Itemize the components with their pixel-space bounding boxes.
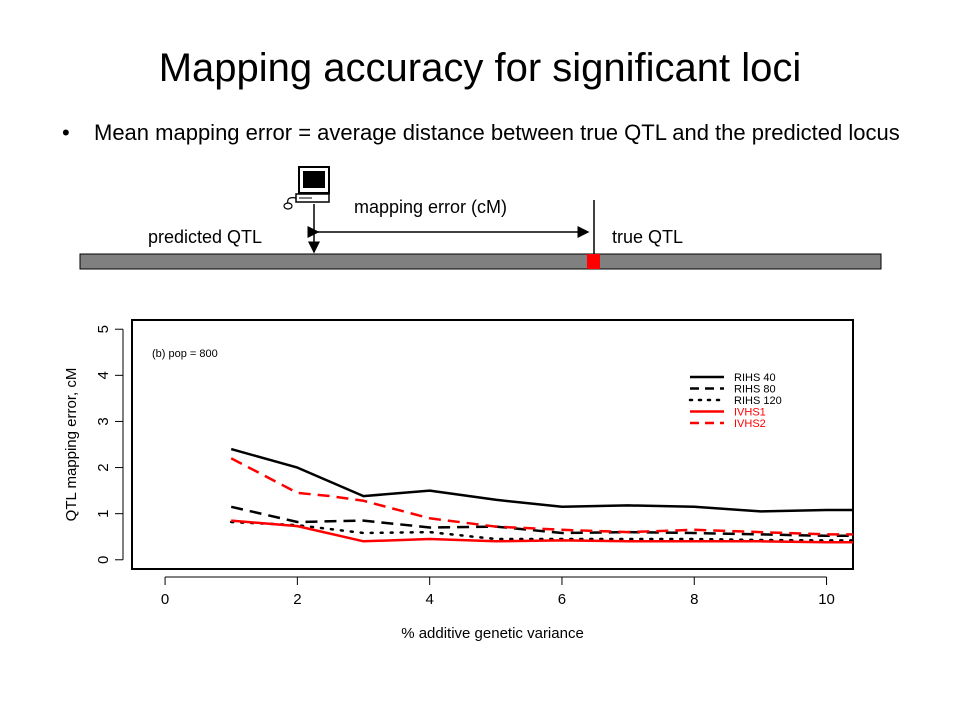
x-tick-label: 0 bbox=[161, 591, 169, 608]
plot-frame bbox=[131, 319, 854, 570]
bullet-marker: • bbox=[62, 120, 70, 145]
series-line-ivhs2 bbox=[230, 457, 853, 536]
legend-label: RIHS 40 bbox=[734, 372, 776, 384]
series-line-rihs-120 bbox=[229, 520, 855, 542]
x-tick-label: 4 bbox=[425, 591, 433, 608]
legend-label: RIHS 120 bbox=[734, 395, 782, 407]
y-tick-label: 0 bbox=[95, 556, 112, 564]
predicted-qtl-label: predicted QTL bbox=[148, 227, 263, 247]
slide-title: Mapping accuracy for significant loci bbox=[158, 46, 802, 90]
true-qtl-label: true QTL bbox=[612, 227, 684, 247]
y-tick-label: 3 bbox=[95, 417, 112, 425]
bullet-text: Mean mapping error = average distance be… bbox=[94, 120, 900, 145]
x-tick-label: 6 bbox=[558, 591, 566, 608]
plot-annotation: (b) pop = 800 bbox=[152, 348, 218, 360]
legend-label: RIHS 80 bbox=[734, 384, 776, 396]
x-tick-label: 2 bbox=[293, 591, 301, 608]
legend-label: IVHS1 bbox=[734, 407, 766, 419]
x-tick-label: 8 bbox=[690, 591, 698, 608]
y-tick-label: 5 bbox=[95, 325, 112, 333]
chromosome-diagram bbox=[79, 200, 882, 270]
x-tick-label: 10 bbox=[818, 591, 835, 608]
mapping-error-label: mapping error (cM) bbox=[354, 197, 508, 217]
x-axis-title: % additive genetic variance bbox=[401, 625, 584, 642]
series-line-rihs-40 bbox=[230, 447, 853, 513]
series-line-rihs-80 bbox=[230, 505, 853, 538]
y-tick-label: 2 bbox=[95, 463, 112, 471]
y-tick-label: 1 bbox=[95, 509, 112, 517]
computer-icon bbox=[283, 166, 330, 210]
y-tick-label: 4 bbox=[95, 371, 112, 379]
series-line-ivhs1 bbox=[231, 519, 853, 544]
y-axis-title: QTL mapping error, cM bbox=[63, 368, 80, 522]
true-qtl-marker bbox=[587, 254, 600, 269]
legend-label: IVHS2 bbox=[734, 418, 766, 430]
chromosome-bar bbox=[79, 253, 882, 270]
